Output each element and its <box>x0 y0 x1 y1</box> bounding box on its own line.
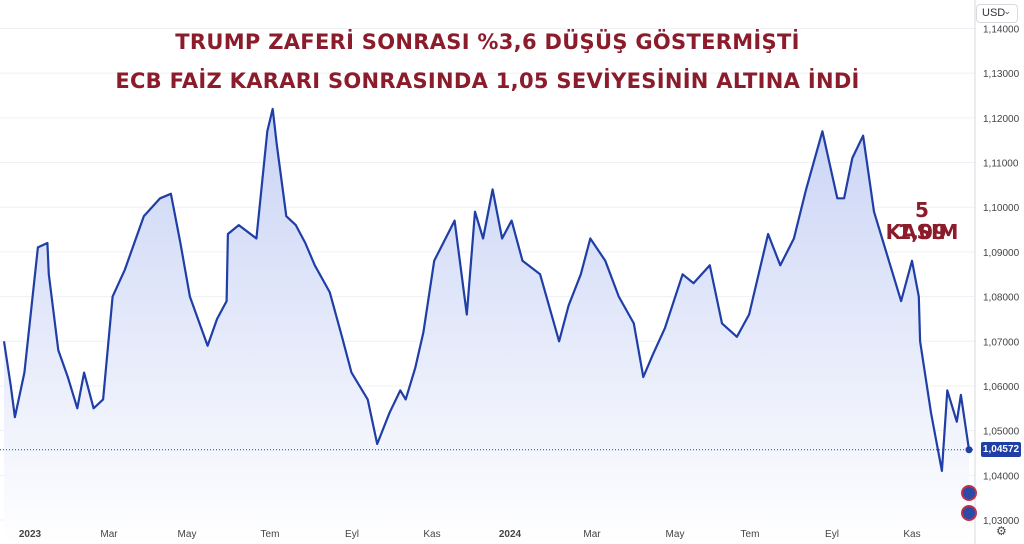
y-tick-label: 1,10000 <box>983 203 1020 214</box>
y-tick-label: 1,03000 <box>983 516 1020 527</box>
chart-title-line-1: TRUMP ZAFERİ SONRASI %3,6 DÜŞÜŞ GÖSTERMİ… <box>175 30 800 54</box>
us-flag-icon[interactable] <box>961 505 977 521</box>
last-price-dot <box>965 446 973 454</box>
x-tick-label: Tem <box>261 529 280 540</box>
x-tick-label: Kas <box>423 529 440 540</box>
area-fill <box>4 108 969 544</box>
y-tick-label: 1,08000 <box>983 293 1020 304</box>
x-axis: 2023 Mar May Tem Eyl Kas 2024 Mar May Tem Eyl Kas <box>19 529 921 540</box>
x-tick-label: Mar <box>100 529 118 540</box>
x-tick-label: Eyl <box>345 529 359 540</box>
y-tick-label: 1,12000 <box>983 114 1020 125</box>
gear-icon[interactable]: ⚙ <box>996 524 1007 538</box>
y-tick-label: 1,11000 <box>983 159 1019 170</box>
x-tick-label: Eyl <box>825 529 839 540</box>
x-tick-label: Kas <box>903 529 920 540</box>
currency-select[interactable]: USD ⌄ <box>976 4 1018 23</box>
x-tick-label: 2023 <box>19 529 42 540</box>
x-tick-label: May <box>666 529 685 540</box>
y-tick-label: 1,09000 <box>983 248 1020 259</box>
annotation-value: 1,09 <box>897 220 947 244</box>
x-tick-label: May <box>178 529 197 540</box>
y-tick-label: 1,13000 <box>983 69 1020 80</box>
eu-flag-icon[interactable] <box>961 485 977 501</box>
y-tick-label: 1,07000 <box>983 337 1020 348</box>
annotation-date: 5 KASIM <box>885 198 959 244</box>
chart-title-line-2: ECB FAİZ KARARI SONRASINDA 1,05 SEVİYESİ… <box>115 69 860 93</box>
price-line <box>2 107 971 472</box>
x-tick-label: Tem <box>741 529 760 540</box>
x-tick-label: 2024 <box>499 529 522 540</box>
last-price-label: 1,04572 <box>981 442 1021 458</box>
y-tick-label: 1,05000 <box>983 427 1020 438</box>
x-tick-label: Mar <box>583 529 601 540</box>
y-axis: 1,14000 1,13000 1,12000 1,11000 1,10000 1,090… <box>983 25 1020 528</box>
chevron-down-icon: ⌄ <box>1003 6 1011 16</box>
currency-label: USD <box>982 7 1006 19</box>
y-tick-label: 1,14000 <box>983 25 1020 36</box>
y-tick-label: 1,06000 <box>983 382 1020 393</box>
y-tick-label: 1,04000 <box>983 471 1020 482</box>
